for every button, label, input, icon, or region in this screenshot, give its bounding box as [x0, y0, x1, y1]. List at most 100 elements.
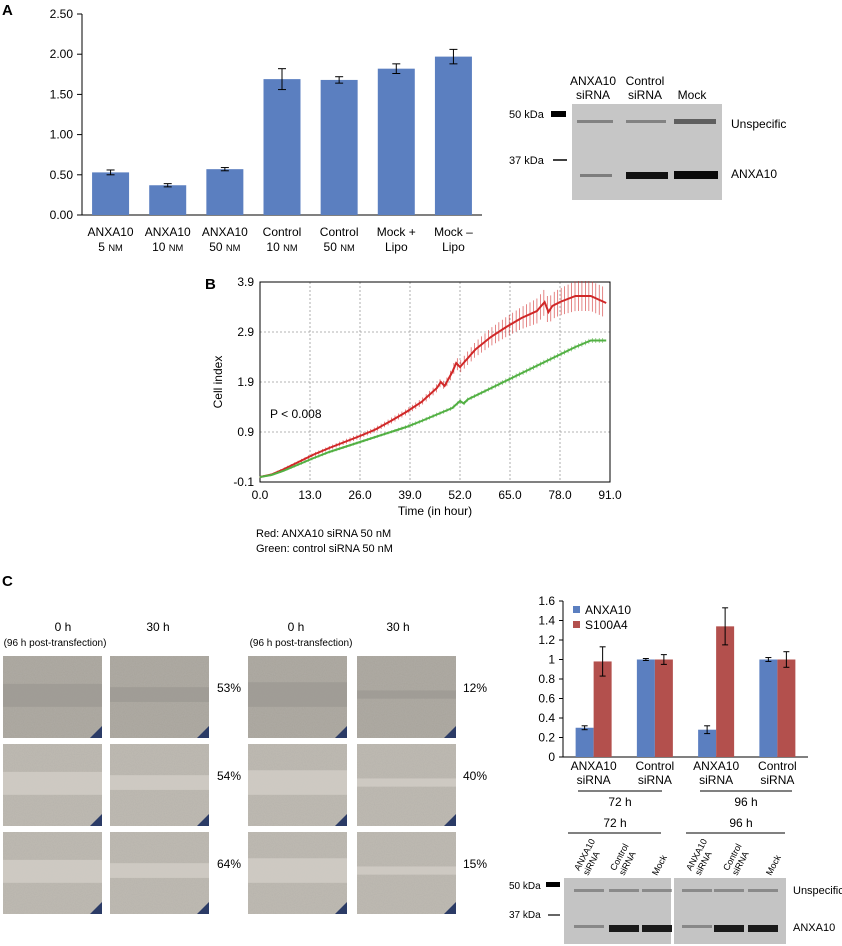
y-axis-title: Cell index	[211, 356, 225, 409]
blot-c-lane-label: ControlsiRNA	[721, 842, 752, 877]
corner-mark	[444, 814, 456, 826]
category-label: Mock +	[377, 225, 416, 239]
corner-mark	[90, 902, 102, 914]
y-tick-label: 1	[548, 653, 555, 667]
bar	[263, 79, 301, 216]
closure-percentage: 54%	[217, 769, 241, 783]
y-tick-label: 0.2	[538, 731, 555, 745]
closure-percentage: 64%	[217, 857, 241, 871]
corner-mark	[335, 726, 347, 738]
category-label: ANXA10	[202, 225, 248, 239]
category-label: Mock –	[434, 225, 473, 239]
group-label: 72 h	[608, 795, 631, 809]
x-tick-label: 78.0	[548, 488, 572, 502]
blot-a-membrane	[572, 104, 722, 200]
category-label: ANXA10	[571, 759, 617, 773]
blot-c-band-unspecific	[748, 889, 778, 892]
series-green	[259, 338, 607, 478]
micrograph	[357, 744, 456, 826]
blot-c-band-anxa10	[748, 925, 778, 932]
y-tick-label: 0.00	[50, 208, 74, 222]
bar	[575, 727, 594, 757]
wound-header: 0 h	[55, 620, 72, 634]
x-tick-label: 13.0	[298, 488, 322, 502]
series-red	[259, 281, 607, 478]
corner-mark	[197, 814, 209, 826]
blot-c-lane-label: Mock	[764, 853, 783, 877]
plot-frame	[259, 281, 611, 483]
micrograph	[248, 832, 347, 914]
blot-c-lane-label: Mock	[650, 853, 669, 877]
y-tick-label: 0.4	[538, 711, 555, 725]
category-label: siRNA	[760, 773, 794, 787]
micrograph	[3, 832, 102, 914]
y-tick-label: 1.6	[538, 594, 555, 608]
closure-percentage: 12%	[463, 681, 487, 695]
series-line	[259, 339, 607, 478]
corner-mark	[197, 902, 209, 914]
bar	[149, 185, 187, 215]
micrograph	[357, 656, 456, 738]
y-tick-label: 0.50	[50, 168, 74, 182]
category-label: Control	[320, 225, 359, 239]
blot-c-gap	[671, 878, 674, 944]
wound-gap	[357, 690, 456, 699]
bar	[698, 729, 717, 757]
panel-b-annotation: P < 0.008	[270, 407, 322, 421]
y-tick-label: -0.1	[233, 475, 254, 489]
blot-a-lane-label: Mock	[678, 88, 708, 102]
bar	[434, 56, 472, 215]
panel-label-a: A	[2, 2, 13, 19]
blot-c-band-anxa10	[642, 925, 672, 932]
blot-c-marker: 37 kDa	[509, 910, 541, 921]
category-label: siRNA	[577, 773, 611, 787]
bar	[654, 659, 673, 757]
bar	[320, 79, 358, 215]
wound-gap	[110, 863, 209, 878]
y-tick-label: 3.9	[237, 275, 254, 289]
blot-a-marker-tick	[551, 111, 566, 117]
bar	[593, 661, 612, 757]
panel-c-blot: 72 h 96 h 50 kDa 37 kDa Unspecific ANXA1…	[509, 816, 842, 944]
bar	[206, 169, 244, 215]
category-label: 5 NM	[98, 240, 123, 254]
x-tick-label: 52.0	[448, 488, 472, 502]
blot-a-marker: 50 kDa	[509, 109, 545, 121]
blot-a-marker: 37 kDa	[509, 155, 545, 167]
blot-a-band-unspecific	[674, 119, 716, 124]
blot-a-band-label: ANXA10	[731, 167, 777, 181]
corner-mark	[197, 726, 209, 738]
wound-subheader: (96 h post-transfection)	[250, 638, 353, 649]
blot-a-band-anxa10	[626, 172, 668, 179]
category-label: Control	[636, 759, 675, 773]
blot-a-lane-label: Control	[626, 74, 665, 88]
category-label: siRNA	[638, 773, 672, 787]
category-label: 50 NM	[324, 240, 355, 254]
y-tick-label: 2.00	[50, 47, 74, 61]
series-line	[259, 295, 607, 478]
category-label: siRNA	[699, 773, 733, 787]
blot-c-lane-label: ControlsiRNA	[608, 842, 639, 877]
panel-b-legend-red: Red: ANXA10 siRNA 50 nM	[256, 528, 391, 540]
micrograph	[110, 656, 209, 738]
wound-gap	[3, 859, 102, 883]
micrograph	[357, 832, 456, 914]
panel-c-bar-chart: 00.20.40.60.811.21.41.6ANXA10siRNAContro…	[538, 594, 808, 809]
x-tick-label: 65.0	[498, 488, 522, 502]
y-tick-label: 0.9	[237, 425, 254, 439]
group-label: 96 h	[734, 795, 757, 809]
micrograph	[248, 744, 347, 826]
category-label: Control	[758, 759, 797, 773]
blot-c-band-label: ANXA10	[793, 922, 835, 934]
wound-gap	[3, 683, 102, 707]
wound-gap	[110, 687, 209, 702]
blot-c-band-anxa10	[609, 925, 639, 932]
legend-label: S100A4	[585, 618, 628, 632]
bar	[759, 659, 778, 757]
wound-gap	[357, 778, 456, 787]
micrograph	[3, 744, 102, 826]
category-label: Lipo	[385, 240, 408, 254]
corner-mark	[90, 814, 102, 826]
blot-c-time-label: 72 h	[603, 816, 626, 830]
